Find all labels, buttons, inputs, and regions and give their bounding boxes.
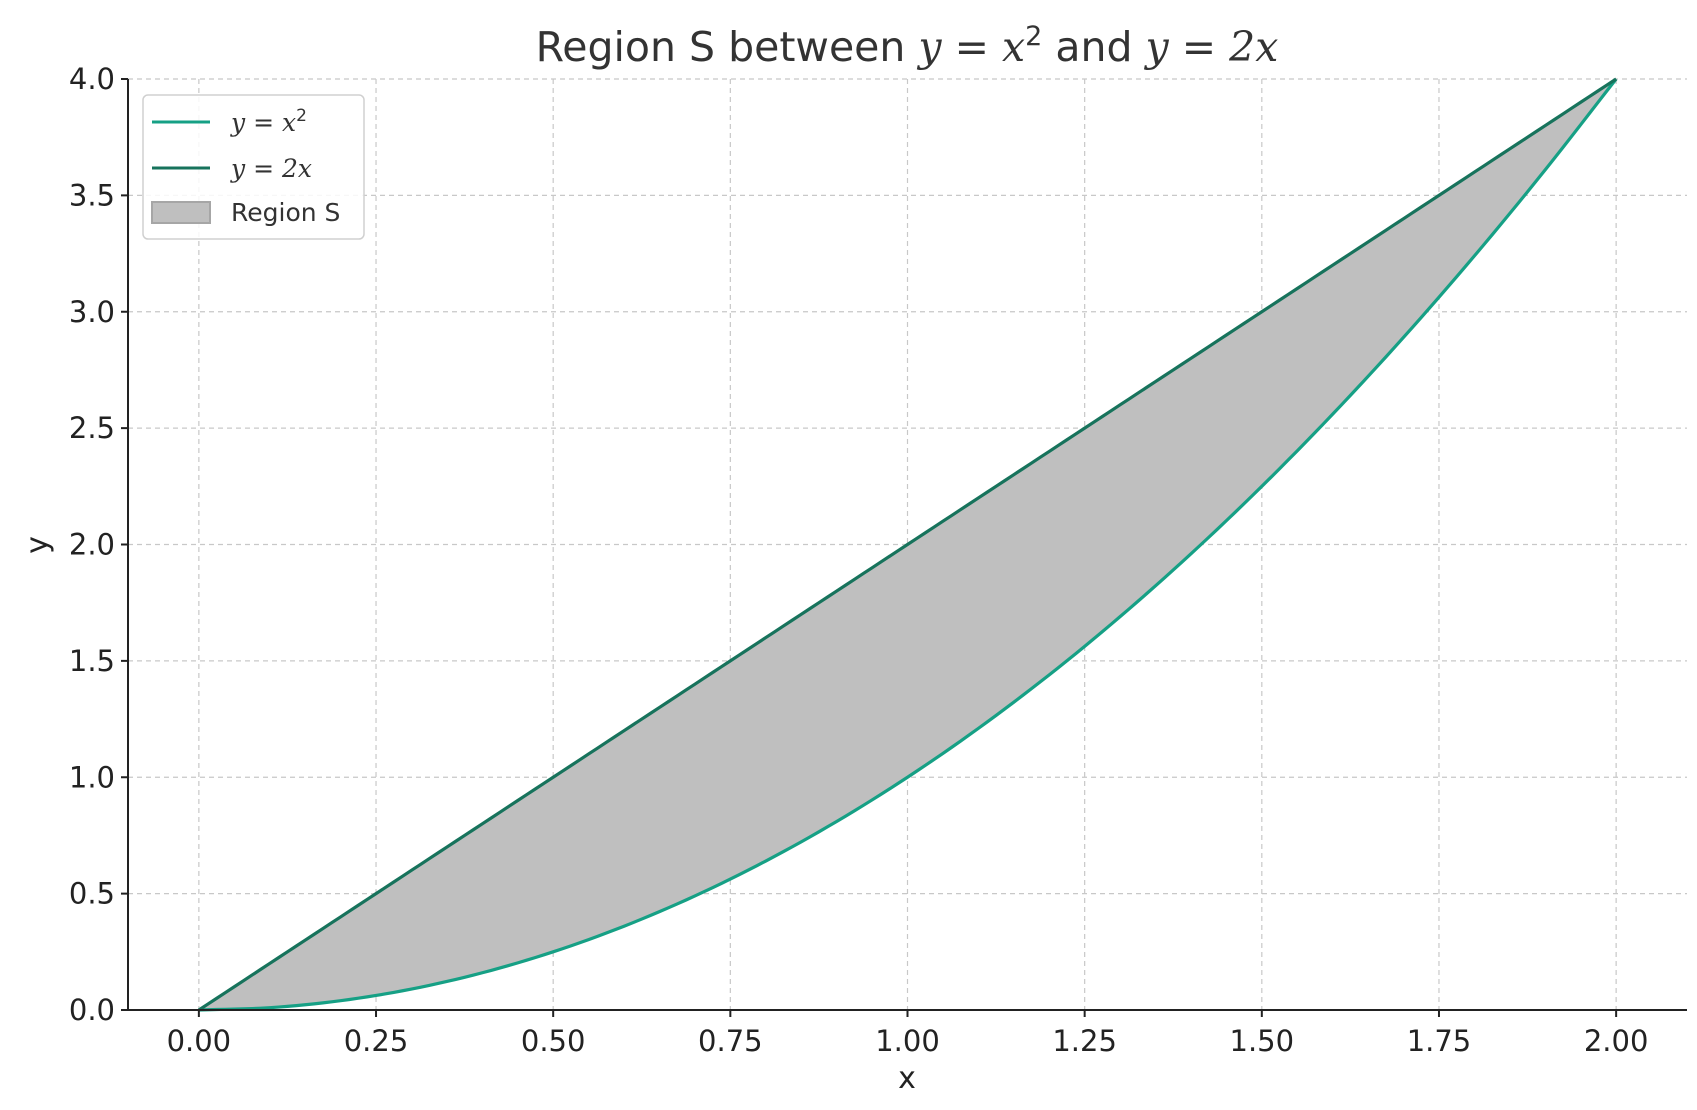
legend-swatch-region-s — [151, 201, 211, 224]
y-tick-label: 3.5 — [69, 178, 115, 212]
chart-title: Region S between y = x2 and y = 2x — [536, 21, 1279, 71]
y-tick-label: 0.0 — [69, 993, 115, 1027]
x-tick-label: 0.75 — [698, 1024, 763, 1058]
legend-label-y-equals-x-squared: y = x2 — [230, 106, 307, 137]
x-tick-label: 0.25 — [344, 1024, 409, 1058]
ticks: 0.00 0.25 0.50 0.75 1.00 1.25 1.50 1.75 2.00 0.0 0… — [69, 62, 1649, 1058]
legend-label-region-s: Region S — [231, 198, 340, 227]
y-tick-label: 4.0 — [69, 62, 115, 96]
x-tick-label: 0.50 — [521, 1024, 586, 1058]
legend: y = x2 y = 2x Region S — [142, 94, 365, 240]
y-tick-label: 1.0 — [69, 760, 115, 794]
y-tick-label: 0.5 — [69, 877, 115, 911]
x-axis-title: x — [898, 1061, 916, 1096]
y-tick-label: 1.5 — [69, 644, 115, 678]
x-tick-label: 1.50 — [1230, 1024, 1295, 1058]
legend-label-y-equals-2x: y = 2x — [230, 154, 312, 183]
x-tick-label: 1.00 — [875, 1024, 940, 1058]
series-line-y-equals-2x — [197, 77, 1618, 1012]
x-tick-label: 1.75 — [1407, 1024, 1472, 1058]
series-line-y-equals-x-squared — [198, 78, 1618, 1012]
x-tick-label: 0.00 — [167, 1024, 232, 1058]
y-tick-label: 2.5 — [69, 411, 115, 445]
series-layer — [197, 77, 1618, 1012]
x-tick-label: 2.00 — [1584, 1024, 1649, 1058]
x-tick-label: 1.25 — [1052, 1024, 1117, 1058]
y-tick-label: 3.0 — [69, 295, 115, 329]
y-axis-title: y — [20, 536, 55, 554]
y-tick-label: 2.0 — [69, 528, 115, 562]
